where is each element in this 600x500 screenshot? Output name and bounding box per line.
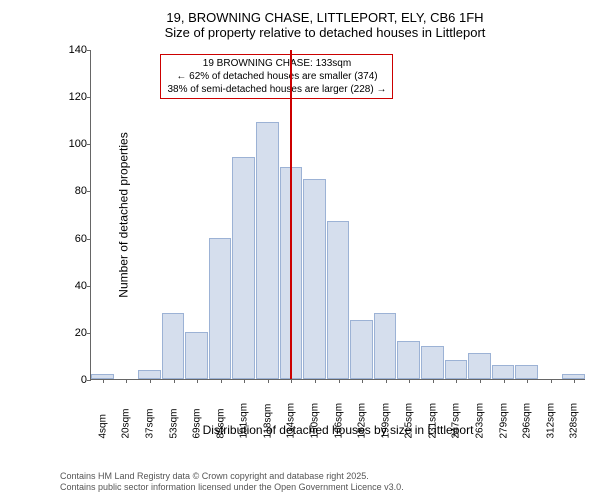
x-tick-label: 279sqm xyxy=(498,399,509,439)
y-tick-label: 80 xyxy=(59,185,87,197)
x-tick-mark xyxy=(197,379,198,383)
y-tick-mark xyxy=(87,50,91,51)
x-tick-mark xyxy=(150,379,151,383)
x-tick-mark xyxy=(362,379,363,383)
info-box-line3: 38% of semi-detached houses are larger (… xyxy=(167,83,386,96)
info-box-line1: 19 BROWNING CHASE: 133sqm xyxy=(167,57,386,70)
x-tick-mark xyxy=(268,379,269,383)
chart-title-desc: Size of property relative to detached ho… xyxy=(60,25,590,40)
x-tick-mark xyxy=(574,379,575,383)
histogram-bar xyxy=(468,353,491,379)
x-tick-label: 166sqm xyxy=(333,399,344,439)
histogram-bar xyxy=(515,365,538,379)
x-tick-mark xyxy=(504,379,505,383)
footer-line2: Contains public sector information licen… xyxy=(60,482,404,494)
y-tick-mark xyxy=(87,144,91,145)
histogram-bar xyxy=(421,346,444,379)
histogram-bar xyxy=(374,313,397,379)
y-tick-label: 60 xyxy=(59,233,87,245)
histogram-bar xyxy=(162,313,185,379)
x-tick-mark xyxy=(409,379,410,383)
histogram-bar xyxy=(209,238,232,379)
y-tick-mark xyxy=(87,97,91,98)
x-tick-mark xyxy=(339,379,340,383)
x-tick-mark xyxy=(386,379,387,383)
x-tick-label: 118sqm xyxy=(262,399,273,439)
x-tick-label: 4sqm xyxy=(97,399,108,439)
x-tick-label: 53sqm xyxy=(168,399,179,439)
x-tick-label: 182sqm xyxy=(357,399,368,439)
y-tick-mark xyxy=(87,333,91,334)
x-tick-label: 69sqm xyxy=(192,399,203,439)
histogram-bar xyxy=(492,365,515,379)
y-tick-label: 0 xyxy=(59,374,87,386)
y-tick-label: 140 xyxy=(59,44,87,56)
x-tick-mark xyxy=(291,379,292,383)
reference-line xyxy=(290,50,292,379)
x-tick-mark xyxy=(456,379,457,383)
y-tick-label: 20 xyxy=(59,327,87,339)
chart-container: 19, BROWNING CHASE, LITTLEPORT, ELY, CB6… xyxy=(60,10,590,440)
x-tick-label: 247sqm xyxy=(451,399,462,439)
y-tick-label: 40 xyxy=(59,280,87,292)
footer-line1: Contains HM Land Registry data © Crown c… xyxy=(60,471,404,483)
x-tick-label: 231sqm xyxy=(427,399,438,439)
x-tick-mark xyxy=(480,379,481,383)
x-tick-label: 199sqm xyxy=(380,399,391,439)
histogram-bar xyxy=(445,360,468,379)
y-tick-mark xyxy=(87,239,91,240)
x-tick-label: 101sqm xyxy=(239,399,250,439)
x-tick-label: 150sqm xyxy=(309,399,320,439)
x-tick-label: 296sqm xyxy=(522,399,533,439)
x-tick-mark xyxy=(244,379,245,383)
x-tick-mark xyxy=(551,379,552,383)
reference-info-box: 19 BROWNING CHASE: 133sqm ← 62% of detac… xyxy=(160,54,393,99)
x-tick-mark xyxy=(174,379,175,383)
x-tick-label: 20sqm xyxy=(121,399,132,439)
y-tick-mark xyxy=(87,191,91,192)
x-tick-label: 312sqm xyxy=(545,399,556,439)
histogram-bar xyxy=(256,122,279,379)
histogram-bar xyxy=(138,370,161,379)
x-tick-label: 85sqm xyxy=(215,399,226,439)
x-tick-label: 328sqm xyxy=(569,399,580,439)
x-tick-mark xyxy=(126,379,127,383)
histogram-bar xyxy=(397,341,420,379)
x-tick-mark xyxy=(103,379,104,383)
x-tick-mark xyxy=(221,379,222,383)
x-tick-mark xyxy=(527,379,528,383)
chart-title-address: 19, BROWNING CHASE, LITTLEPORT, ELY, CB6… xyxy=(60,10,590,25)
y-tick-label: 120 xyxy=(59,91,87,103)
histogram-bar xyxy=(185,332,208,379)
y-tick-label: 100 xyxy=(59,138,87,150)
x-tick-mark xyxy=(315,379,316,383)
histogram-bar xyxy=(232,157,255,379)
histogram-bar xyxy=(303,179,326,379)
plot-area: Number of detached properties Distributi… xyxy=(90,50,585,380)
x-tick-label: 37sqm xyxy=(144,399,155,439)
histogram-bar xyxy=(350,320,373,379)
x-tick-mark xyxy=(433,379,434,383)
x-tick-label: 215sqm xyxy=(404,399,415,439)
y-axis-label: Number of detached properties xyxy=(117,132,131,297)
y-tick-mark xyxy=(87,286,91,287)
x-tick-label: 134sqm xyxy=(286,399,297,439)
x-tick-label: 263sqm xyxy=(474,399,485,439)
footer-attribution: Contains HM Land Registry data © Crown c… xyxy=(60,471,404,494)
histogram-bar xyxy=(327,221,350,379)
y-tick-mark xyxy=(87,380,91,381)
info-box-line2: ← 62% of detached houses are smaller (37… xyxy=(167,70,386,83)
